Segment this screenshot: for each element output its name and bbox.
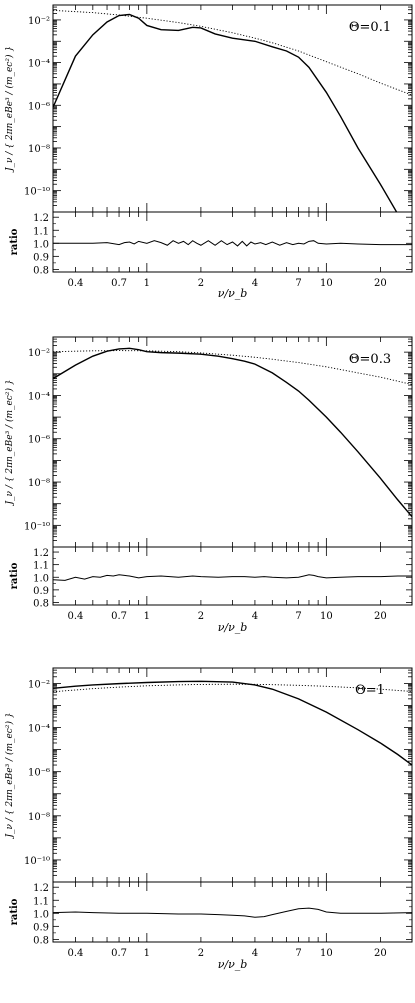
main-plot-frame [52, 667, 413, 883]
x-tick-label: 2 [198, 948, 204, 959]
x-axis-label: ν/ν_b [218, 287, 248, 300]
panel-label: Θ=0.3 [349, 352, 391, 367]
x-tick-label: 0.4 [67, 278, 83, 289]
y-tick-label: 10⁻⁴ [28, 724, 50, 735]
ratio-plot-frame [52, 546, 413, 606]
y-tick-label: 10⁻¹⁰ [24, 187, 50, 198]
ratio-y-tick-label: 1.1 [33, 561, 49, 572]
x-tick-label: 20 [374, 278, 387, 289]
ratio-axis-label: ratio [9, 898, 20, 925]
x-tick-label: 10 [320, 948, 333, 959]
ratio-series-line [53, 907, 412, 918]
panel-2: 0.4 0.7 1 2 4 7 10 20 10⁻² 10⁻⁴ 10⁻⁶ 10⁻⁸ 10⁻¹⁰ 0.80.… [4, 336, 413, 634]
x-axis-label: ν/ν_b [218, 958, 248, 971]
y-tick-label: 10⁻⁸ [28, 478, 50, 489]
ratio-y-tick-label: 1.1 [33, 226, 49, 237]
x-tick-label: 7 [295, 278, 301, 289]
y-tick-label: 10⁻⁸ [28, 812, 50, 823]
x-axis-label: ν/ν_b [218, 621, 248, 634]
x-tick-label: 2 [198, 278, 204, 289]
ratio-axis-label: ratio [9, 228, 20, 255]
y-tick-label: 10⁻⁶ [28, 101, 50, 112]
x-tick-label: 0.7 [111, 278, 127, 289]
ratio-plot-frame [52, 881, 413, 943]
main-plot-frame [52, 336, 413, 548]
x-tick-label: 4 [252, 948, 258, 959]
x-tick-label: 2 [198, 611, 204, 622]
ratio-axis-label: ratio [9, 562, 20, 589]
x-tick-label: 0.4 [67, 611, 83, 622]
ratio-series-line [53, 574, 412, 581]
y-tick-label: 10⁻¹⁰ [24, 521, 50, 532]
ratio-y-tick-label: 0.8 [33, 935, 49, 946]
ratio-y-tick-label: 0.8 [33, 598, 49, 609]
y-axis-label: J_ν / { 2πn_eBe³ / (m_ec²) } [4, 379, 15, 506]
x-tick-label: 1 [144, 611, 150, 622]
ratio-y-tick-label: 0.9 [33, 922, 49, 933]
x-tick-label: 7 [295, 948, 301, 959]
x-tick-label: 0.7 [111, 948, 127, 959]
y-axis-label: J_ν / { 2πn_eBe³ / (m_ec²) } [4, 712, 15, 839]
panel-3: 0.4 0.7 1 2 4 7 10 20 10⁻² 10⁻⁴ 10⁻⁶ 10⁻⁸ 10⁻¹⁰ 0.8 0.… [4, 667, 413, 971]
y-tick-label: 10⁻¹⁰ [24, 856, 50, 867]
solid-series-line [53, 347, 412, 518]
x-tick-label: 4 [252, 611, 258, 622]
ratio-y-tick-label: 0.8 [33, 265, 49, 276]
ratio-y-tick-label: 1.2 [33, 883, 49, 894]
ratio-y-tick-label: 1.0 [33, 573, 49, 584]
ratio-y-tick-label: 0.9 [33, 586, 49, 597]
dotted-series-line [53, 350, 412, 385]
y-tick-label: 10⁻² [28, 348, 50, 359]
y-tick-label: 10⁻⁴ [28, 391, 50, 402]
main-plot-frame [52, 4, 413, 213]
panel-1: 0.4 0.7 1 2 4 7 10 20 10⁻² 10⁻⁴ 10⁻⁶ 10⁻⁸ 10⁻¹⁰ 0.8 0.… [4, 4, 413, 300]
x-tick-label: 20 [374, 611, 387, 622]
x-tick-label: 7 [295, 611, 301, 622]
x-tick-label: 0.4 [67, 948, 83, 959]
ratio-y-tick-label: 1.1 [33, 896, 49, 907]
y-tick-label: 10⁻⁸ [28, 144, 50, 155]
solid-series-line [53, 680, 412, 766]
ratio-y-tick-label: 1.0 [33, 909, 49, 920]
ratio-y-tick-label: 0.9 [33, 252, 49, 263]
x-tick-label: 4 [252, 278, 258, 289]
y-axis-label: J_ν / { 2πn_eBe³ / (m_ec²) } [4, 46, 15, 173]
x-tick-label: 10 [320, 611, 333, 622]
solid-series-line [53, 13, 398, 212]
x-tick-label: 20 [374, 948, 387, 959]
ratio-y-tick-label: 1.2 [33, 548, 49, 559]
panel-label: Θ=0.1 [349, 20, 391, 35]
y-tick-label: 10⁻⁶ [28, 768, 50, 779]
ratio-y-tick-label: 1.0 [33, 239, 49, 250]
ratio-series-line [53, 240, 412, 247]
x-tick-label: 0.7 [111, 611, 127, 622]
y-tick-label: 10⁻⁶ [28, 435, 50, 446]
ratio-y-tick-label: 1.2 [33, 213, 49, 224]
x-tick-label: 10 [320, 278, 333, 289]
panel-label: Θ=1 [355, 683, 385, 698]
y-tick-label: 10⁻⁴ [28, 59, 50, 70]
dotted-series-line [53, 9, 412, 96]
x-tick-label: 1 [144, 278, 150, 289]
y-tick-label: 10⁻² [28, 679, 50, 690]
y-tick-label: 10⁻² [28, 16, 50, 27]
x-tick-label: 1 [144, 948, 150, 959]
